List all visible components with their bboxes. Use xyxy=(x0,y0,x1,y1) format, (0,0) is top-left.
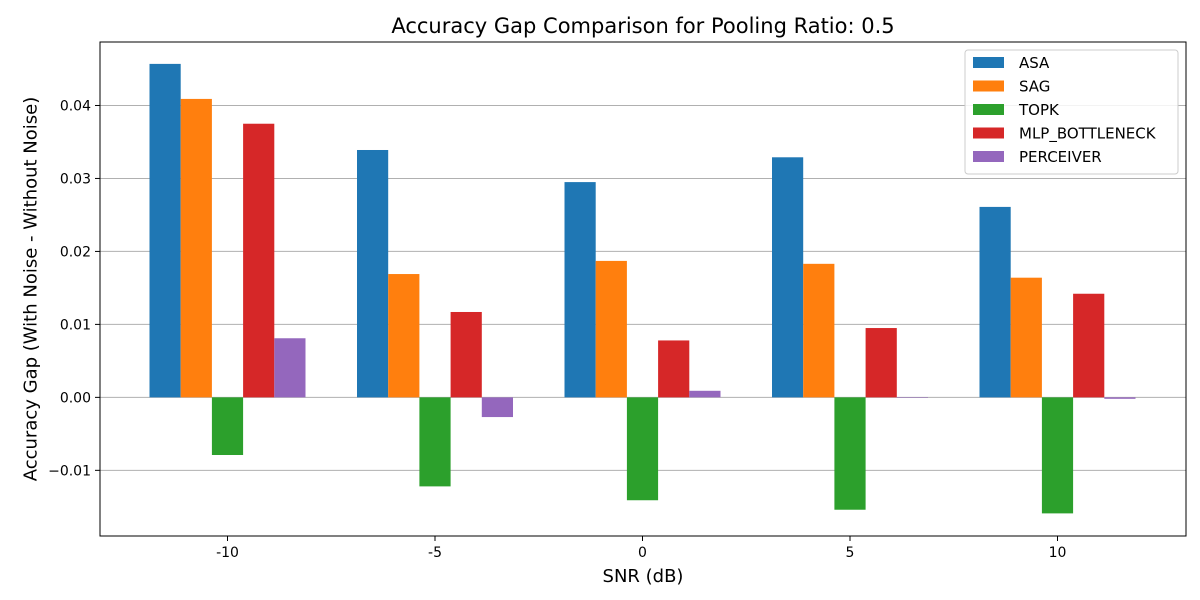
bar-sag xyxy=(1010,277,1042,398)
bar-sag xyxy=(388,274,420,398)
bar-asa xyxy=(149,63,181,398)
bar-asa xyxy=(772,157,804,398)
x-axis-ticks: -10 -5 0 5 10 xyxy=(216,536,1066,561)
y-tick-label: 0.04 xyxy=(60,98,91,114)
y-tick-label: −0.01 xyxy=(48,463,91,479)
legend-swatch xyxy=(973,151,1004,162)
bars xyxy=(149,63,1136,514)
bar-asa xyxy=(564,182,596,398)
bar-topk xyxy=(626,397,659,501)
chart-title: Accuracy Gap Comparison for Pooling Rati… xyxy=(391,14,894,38)
bar-topk xyxy=(834,397,866,510)
bar-topk xyxy=(419,397,451,487)
y-axis-title: Accuracy Gap (With Noise - Without Noise… xyxy=(20,97,41,482)
bar-mlp-bottleneck xyxy=(658,340,690,398)
x-tick-label: -5 xyxy=(428,545,442,561)
y-tick-label: 0.00 xyxy=(60,390,91,406)
bar-sag xyxy=(803,263,835,398)
legend-swatch xyxy=(973,57,1004,68)
x-tick-label: -10 xyxy=(216,545,239,561)
legend-swatch xyxy=(973,80,1004,92)
x-axis-title: SNR (dB) xyxy=(603,566,684,587)
legend-label: MLP_BOTTLENECK xyxy=(1019,125,1157,144)
bar-mlp-bottleneck xyxy=(450,311,482,398)
bar-perceiver xyxy=(274,338,306,398)
bar-perceiver xyxy=(689,390,721,398)
bar-sag xyxy=(595,260,627,398)
bar-topk xyxy=(1041,397,1074,514)
legend-swatch xyxy=(973,104,1004,115)
y-tick-label: 0.02 xyxy=(60,244,91,260)
bar-perceiver xyxy=(896,397,928,398)
bar-mlp-bottleneck xyxy=(865,328,897,398)
bar-topk xyxy=(211,397,244,456)
legend-label: TOPK xyxy=(1018,101,1060,119)
x-tick-label: 0 xyxy=(638,545,647,561)
x-tick-label: 5 xyxy=(846,545,855,561)
legend-label: ASA xyxy=(1019,54,1050,72)
legend-box xyxy=(964,49,1179,175)
x-tick-label: 10 xyxy=(1049,545,1067,561)
legend-label: SAG xyxy=(1019,78,1050,96)
y-tick-label: 0.01 xyxy=(60,317,91,333)
bar-perceiver xyxy=(481,397,513,418)
bar-mlp-bottleneck xyxy=(243,123,275,398)
bar-asa xyxy=(357,149,389,398)
bar-mlp-bottleneck xyxy=(1073,293,1105,398)
legend-label: PERCEIVER xyxy=(1019,148,1102,166)
bar-sag xyxy=(180,98,212,398)
bar-asa xyxy=(979,206,1011,398)
bar-perceiver xyxy=(1104,397,1136,399)
y-tick-label: 0.03 xyxy=(60,171,91,187)
legend: ASA SAG TOPK MLP_BOTTLENECK PERCEIVER xyxy=(964,49,1179,175)
legend-swatch xyxy=(973,127,1004,139)
y-axis-ticks: −0.01 0.00 0.01 0.02 0.03 0.04 xyxy=(48,98,100,479)
